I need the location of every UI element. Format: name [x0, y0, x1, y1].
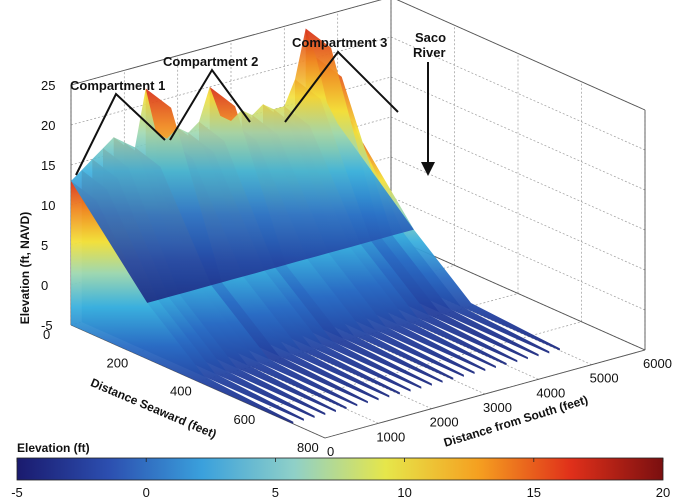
annotation-compartment-2: Compartment 2: [163, 54, 258, 69]
y-tick-label: 200: [107, 355, 129, 370]
colorbar: [16, 457, 664, 481]
z-tick-label: 10: [41, 198, 55, 213]
colorbar-tick-label: -5: [11, 485, 23, 500]
colorbar-tick-label: 15: [527, 485, 541, 500]
colorbar-ticks: -5 0 5 10 15 20: [11, 458, 670, 500]
y-tick-label: 0: [43, 327, 50, 342]
annotation-compartment-3: Compartment 3: [292, 35, 387, 50]
colorbar-label: Elevation (ft): [17, 441, 90, 455]
z-tick-label: 5: [41, 238, 48, 253]
z-tick-label: -5: [41, 318, 53, 333]
x-tick-label: 0: [327, 444, 334, 459]
x-tick-label: 1000: [376, 429, 405, 444]
callout-saco-arrowhead: [421, 162, 435, 176]
y-axis-label: Distance Seaward (feet): [89, 375, 219, 441]
callout-compartment-2: [169, 68, 251, 141]
x-tick-label: 3000: [483, 400, 512, 415]
z-tick-label: 0: [41, 278, 48, 293]
x-tick-label: 5000: [590, 371, 619, 386]
x-axis-label: Distance from South (feet): [442, 393, 590, 450]
box-edge: [396, 0, 646, 111]
annotation-river: River: [413, 45, 446, 60]
x-tick-label: 4000: [536, 385, 565, 400]
annotation-compartment-1: Compartment 1: [70, 78, 165, 93]
z-tick-label: 20: [41, 118, 55, 133]
callout-compartment-1: [75, 92, 166, 176]
x-tick-label: 2000: [430, 415, 459, 430]
colorbar-tick-label: 20: [656, 485, 670, 500]
annotation-saco: Saco: [415, 30, 446, 45]
z-axis-label: Elevation (ft, NAVD): [18, 212, 32, 324]
y-tick-label: 600: [234, 412, 256, 427]
z-tick-label: 25: [41, 78, 55, 93]
colorbar-tick-label: 5: [272, 485, 279, 500]
grid-line: [261, 321, 582, 411]
elevation-surface: [71, 28, 560, 424]
callout-compartment-3: [284, 50, 399, 123]
y-tick-label: 800: [297, 440, 319, 455]
annotations: Compartment 1 Compartment 2 Compartment …: [70, 30, 446, 176]
x-tick-label: 6000: [643, 356, 672, 371]
surface-crest: [71, 28, 414, 303]
box-edge: [324, 349, 646, 439]
z-tick-label: 15: [41, 158, 55, 173]
colorbar-tick-label: 10: [397, 485, 411, 500]
y-tick-label: 400: [170, 384, 192, 399]
colorbar-tick-label: 0: [143, 485, 150, 500]
box-edge: [70, 0, 382, 86]
